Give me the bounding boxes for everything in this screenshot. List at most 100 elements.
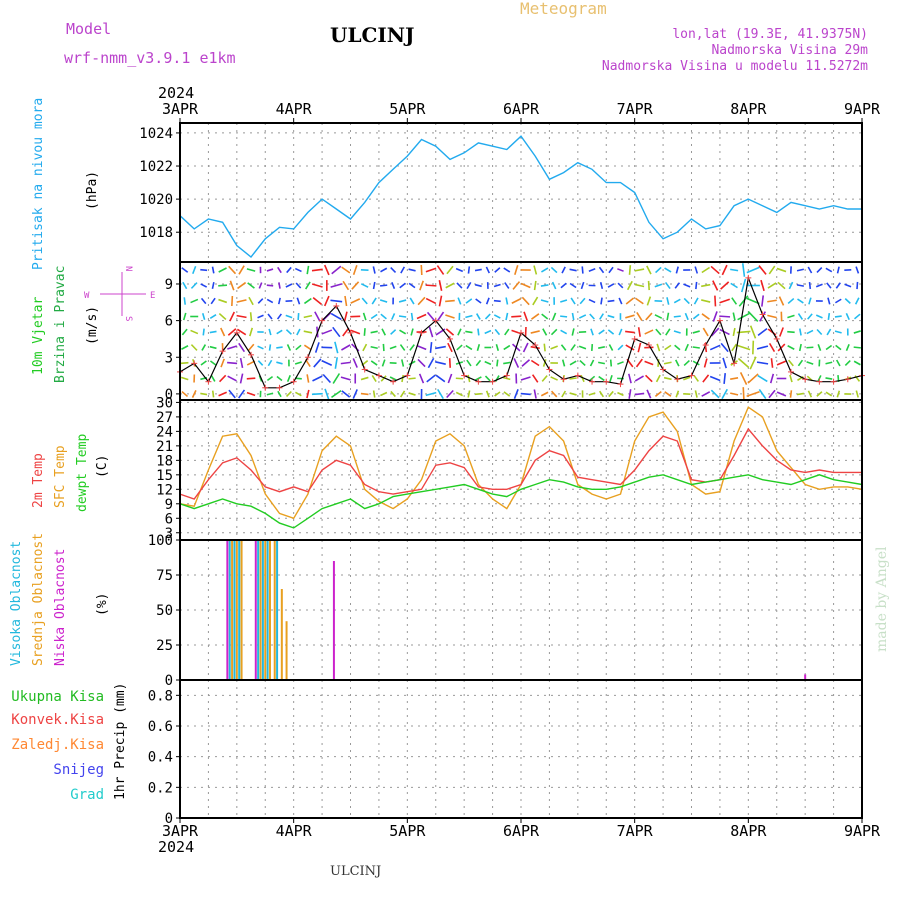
wind-barb <box>401 374 405 383</box>
wind-barb <box>209 330 217 334</box>
wind-barb <box>598 361 606 365</box>
wind-barb <box>730 268 739 272</box>
wind-barb <box>438 280 443 291</box>
wind-barb <box>571 328 575 336</box>
wind-barb <box>246 268 256 272</box>
wind-barb <box>455 267 464 273</box>
wind-barb <box>446 389 454 399</box>
wind-barb <box>341 390 351 398</box>
wind-barb <box>533 389 537 399</box>
wind-barb <box>181 390 189 398</box>
wind-barb <box>666 297 670 305</box>
wind-barb <box>550 376 558 381</box>
wind-barb <box>730 377 739 380</box>
wind-barb <box>778 296 785 306</box>
wind-barb <box>684 343 689 352</box>
wind-barb <box>853 346 861 349</box>
wind-barb <box>561 266 566 274</box>
wind-barb <box>608 344 614 351</box>
wind-barb <box>746 297 760 305</box>
wind-barb <box>710 265 720 275</box>
wind-barb <box>332 373 341 384</box>
wind-barb <box>477 328 480 336</box>
wind-barb <box>521 296 530 306</box>
wind-barb <box>732 327 736 337</box>
wind-barb <box>211 390 215 398</box>
wind-barb <box>416 344 427 351</box>
wind-barb <box>456 344 463 351</box>
model-name: wrf-nmm_v3.9.1 e1km <box>64 49 236 67</box>
wind-barb <box>625 330 635 334</box>
wind-barb <box>654 283 663 288</box>
wind-barb <box>646 389 652 399</box>
wind-barb <box>425 267 437 273</box>
wind-barb <box>475 359 482 367</box>
wind-barb <box>742 387 745 401</box>
wind-barb <box>693 297 699 305</box>
wind-barb <box>797 298 804 304</box>
wind-barb <box>417 358 426 368</box>
wind-barb <box>425 284 437 287</box>
wind-barb <box>723 373 727 384</box>
wind-barb <box>438 295 443 307</box>
wind-barb <box>182 281 188 290</box>
wind-barb <box>296 297 301 305</box>
wind-label-line2: Brzina i Pravac <box>53 266 68 383</box>
wind-barb <box>400 266 406 274</box>
y-tick-label: 50 <box>156 603 173 619</box>
wind-barb <box>746 266 760 274</box>
wind-barb <box>323 295 330 307</box>
wind-barb <box>257 345 264 350</box>
wind-barb <box>702 327 709 337</box>
wind-barb <box>276 361 283 365</box>
wind-barb <box>372 281 376 290</box>
wind-barb <box>835 282 841 289</box>
wind-barb <box>694 266 699 274</box>
wind-barb <box>701 391 711 397</box>
wind-barb <box>311 268 323 272</box>
wind-barb <box>637 342 642 353</box>
wind-barb <box>360 376 369 381</box>
wind-barb <box>646 265 652 275</box>
wind-barb <box>692 313 700 320</box>
y-tick-label: 0 <box>165 673 173 689</box>
wind-barb <box>445 328 455 336</box>
wind-barb <box>381 328 386 336</box>
wind-barb <box>560 282 567 289</box>
wind-barb <box>683 297 690 305</box>
wind-barb <box>398 315 407 318</box>
wind-barb <box>408 377 416 380</box>
wind-barb <box>370 345 378 350</box>
y-tick-label: 0.8 <box>148 688 173 704</box>
wind-barb <box>409 344 415 351</box>
wind-barb <box>382 343 385 352</box>
wind-barb <box>815 314 823 319</box>
wind-barb <box>740 278 747 293</box>
wind-barb <box>351 281 360 290</box>
wind-barb <box>674 282 681 289</box>
wind-barb <box>747 373 759 384</box>
wind-barb <box>390 267 397 273</box>
wind-barb <box>673 298 681 304</box>
y-tick-label: 9 <box>165 277 173 293</box>
wind-barb <box>285 314 293 319</box>
wind-barb <box>494 328 501 336</box>
wind-barb <box>493 314 501 319</box>
wind-barb <box>210 297 216 305</box>
wind-barb <box>561 359 566 367</box>
wind-barb <box>266 375 274 382</box>
station-title: ULCINJ <box>330 23 415 47</box>
wind-barb <box>268 328 272 336</box>
wind-barb <box>249 327 254 337</box>
wind-barb <box>391 282 396 289</box>
wind-barb <box>496 359 499 367</box>
wind-barb <box>456 282 463 289</box>
wind-barb <box>531 313 540 320</box>
wind-barb <box>218 391 227 397</box>
wind-barb <box>249 312 253 321</box>
wind-barb <box>692 346 700 349</box>
wind-barb <box>484 360 492 366</box>
temp-unit: (C) <box>95 455 110 478</box>
wind-barb <box>854 297 860 305</box>
